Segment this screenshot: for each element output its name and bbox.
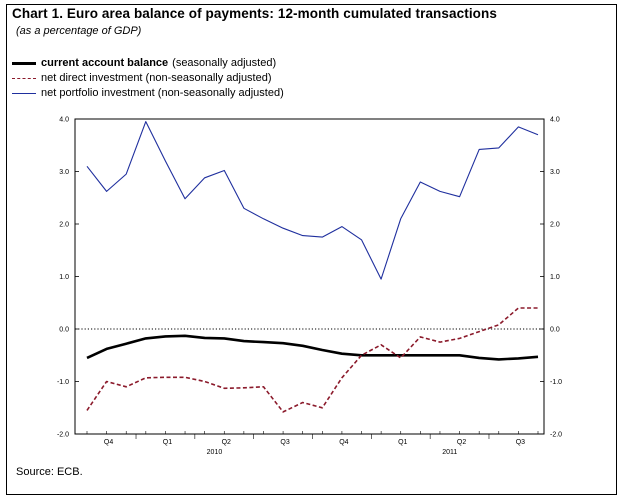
legend-item-current-account: current account balance (seasonally adju… bbox=[12, 56, 284, 71]
legend-label: net portfolio investment (non-seasonally… bbox=[41, 87, 284, 99]
series-line-current-account-balance bbox=[86, 334, 539, 361]
y-tick-label-left: -1.0 bbox=[57, 379, 69, 386]
legend-item-direct-investment: net direct investment (non-seasonally ad… bbox=[12, 71, 284, 86]
series-line-net-direct-investment bbox=[86, 307, 538, 413]
y-tick-label-left: 2.0 bbox=[59, 222, 69, 229]
legend-swatch-direct-investment bbox=[12, 78, 36, 79]
y-tick-label-left: 1.0 bbox=[59, 274, 69, 281]
y-tick-label-right: 3.0 bbox=[550, 169, 560, 176]
chart-title: Chart 1. Euro area balance of payments: … bbox=[12, 6, 497, 21]
x-tick-label: Q4 bbox=[104, 439, 113, 446]
x-year-label: 2011 bbox=[442, 449, 457, 456]
x-tick-label: Q2 bbox=[222, 439, 231, 446]
chart-legend: current account balance (seasonally adju… bbox=[12, 56, 284, 101]
y-tick-label-right: 4.0 bbox=[550, 117, 560, 124]
legend-label-bold: current account balance bbox=[41, 57, 169, 69]
x-tick-label: Q1 bbox=[398, 439, 407, 446]
y-tick-label-right: -1.0 bbox=[550, 379, 562, 386]
y-tick-label-left: 4.0 bbox=[59, 117, 69, 124]
y-tick-label-left: 3.0 bbox=[59, 169, 69, 176]
x-tick-label: Q3 bbox=[280, 439, 289, 446]
legend-label: net direct investment (non-seasonally ad… bbox=[41, 72, 272, 84]
y-tick-label-left: 0.0 bbox=[59, 327, 69, 334]
x-year-label: 2010 bbox=[207, 449, 223, 456]
plot-area bbox=[74, 118, 545, 435]
y-tick-label-right: -2.0 bbox=[550, 432, 562, 439]
legend-swatch-current-account bbox=[12, 62, 36, 65]
source-note: Source: ECB. bbox=[16, 466, 83, 478]
x-tick-label: Q3 bbox=[516, 439, 525, 446]
y-tick-label-right: 1.0 bbox=[550, 274, 560, 281]
y-tick-label-right: 2.0 bbox=[550, 222, 560, 229]
chart-frame bbox=[6, 4, 617, 495]
y-tick-label-right: 0.0 bbox=[550, 327, 560, 334]
chart-series bbox=[86, 121, 539, 413]
legend-swatch-portfolio-investment bbox=[12, 93, 36, 94]
series-line-net-portfolio-investment bbox=[86, 121, 539, 280]
legend-item-portfolio-investment: net portfolio investment (non-seasonally… bbox=[12, 86, 284, 101]
y-tick-label-left: -2.0 bbox=[57, 432, 69, 439]
x-tick-label: Q4 bbox=[339, 439, 348, 446]
chart-subtitle: (as a percentage of GDP) bbox=[16, 25, 142, 37]
x-tick-label: Q1 bbox=[163, 439, 172, 446]
legend-label: (seasonally adjusted) bbox=[172, 57, 277, 69]
x-tick-label: Q2 bbox=[457, 439, 466, 446]
chart-axes: 4.0 4.0 3.0 3.0 2.0 2.0 1.0 1.0 0.0 0.0 -1.0 -1.0 -2… bbox=[57, 117, 562, 457]
